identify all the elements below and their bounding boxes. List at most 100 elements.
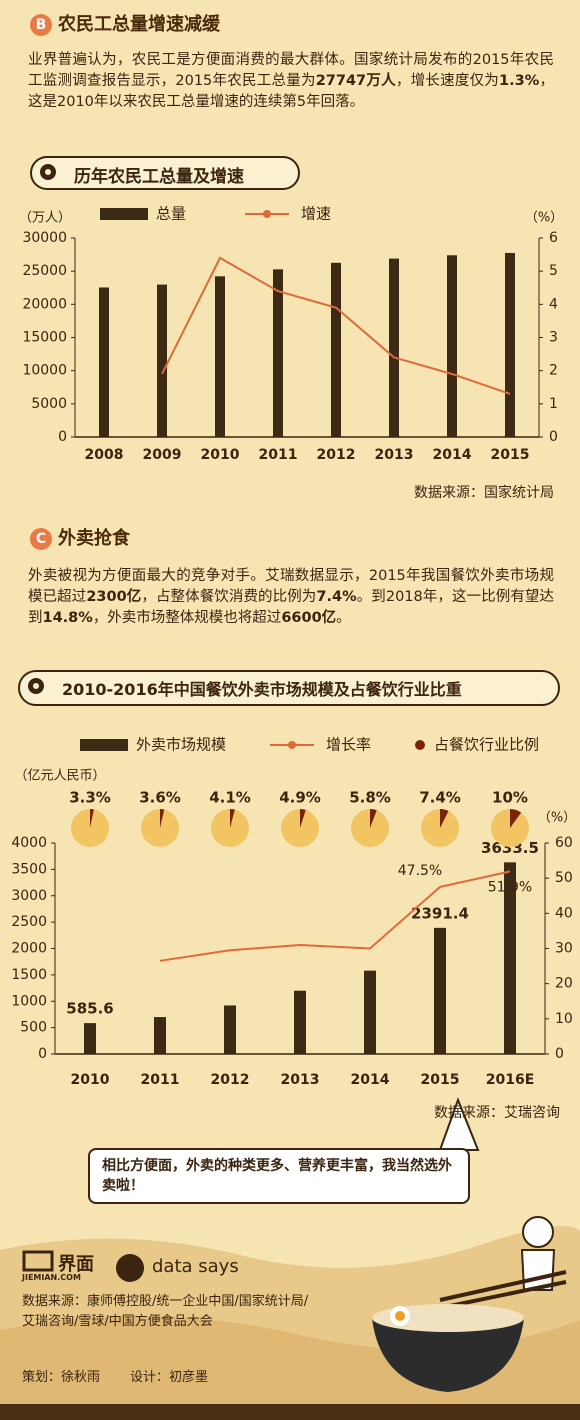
pie-label: 10% xyxy=(492,789,528,807)
section-header: B 农民工总量增速减缓 xyxy=(30,10,220,36)
x-tick-label: 2014 xyxy=(433,447,472,463)
x-tick-label: 2009 xyxy=(143,447,182,463)
pie-slice xyxy=(370,809,377,828)
legend-swatch xyxy=(100,208,148,220)
badge: B xyxy=(30,14,52,36)
x-tick-label: 2011 xyxy=(141,1072,180,1088)
pie-slice xyxy=(230,809,235,828)
charts: 0500010000150002000025000300000123456（万人… xyxy=(11,205,576,1122)
paragraph-run: 6600亿 xyxy=(281,610,337,626)
y2-tick-label: 40 xyxy=(555,905,573,921)
pie-slice xyxy=(90,809,94,828)
y-tick-label: 1000 xyxy=(11,993,47,1009)
bar xyxy=(215,276,225,437)
brand-mark xyxy=(116,1254,144,1282)
bar xyxy=(389,258,399,437)
y-tick-label: 500 xyxy=(20,1020,47,1036)
paragraph-run: 业界普遍认为，农民工是方便面消费的最大群体。国家统计局发布的2015年农民工监测… xyxy=(28,52,554,89)
bottom-bar xyxy=(0,1404,580,1420)
y2-axis-label: （%） xyxy=(538,811,576,826)
y2-tick-label: 30 xyxy=(555,941,573,957)
x-tick-label: 2015 xyxy=(421,1072,460,1088)
pie-label: 3.3% xyxy=(69,789,111,807)
paragraph-run: 14.8% xyxy=(42,610,93,626)
x-tick-label: 2011 xyxy=(259,447,298,463)
paragraph-run: 。到2018年，这一比例有望达到 xyxy=(28,589,555,626)
pie-label: 5.8% xyxy=(349,789,391,807)
legend-swatch xyxy=(415,740,425,750)
bar xyxy=(505,252,515,437)
bar xyxy=(364,970,376,1054)
paragraph-run: 27747万人 xyxy=(315,73,396,89)
data-label: 2391.4 xyxy=(411,904,469,922)
brand: data says xyxy=(152,1256,239,1277)
y2-tick-label: 6 xyxy=(549,230,558,246)
pie-slice xyxy=(440,809,449,828)
legend-label: 增长率 xyxy=(326,736,371,754)
paragraph: 业界普遍认为，农民工是方便面消费的最大群体。国家统计局发布的2015年农民工监测… xyxy=(28,50,554,113)
y2-tick-label: 20 xyxy=(555,976,573,992)
legend-swatch xyxy=(288,741,296,749)
logo: 界面 xyxy=(58,1254,94,1275)
paragraph-run: 。 xyxy=(336,610,351,626)
y-tick-label: 3000 xyxy=(11,888,47,904)
noodles xyxy=(372,1304,524,1332)
bar xyxy=(504,862,516,1054)
y2-tick-label: 4 xyxy=(549,296,558,312)
legend-label: 总量 xyxy=(156,205,186,223)
y-tick-label: 3500 xyxy=(11,861,47,877)
bar xyxy=(99,287,109,437)
bar xyxy=(447,255,457,437)
bar xyxy=(157,284,167,437)
designer: 设计：初彦墨 xyxy=(130,1370,209,1385)
y-tick-label: 5000 xyxy=(31,396,67,412)
section-header: C 外卖抢食 xyxy=(30,524,130,550)
y-tick-label: 0 xyxy=(58,429,67,445)
y2-tick-label: 5 xyxy=(549,263,558,279)
section-title: 农民工总量增速减缓 xyxy=(58,14,220,35)
data-label: 3633.5 xyxy=(481,839,539,857)
data-label: 51.9% xyxy=(488,879,532,895)
bar xyxy=(331,262,341,437)
y-tick-label: 1500 xyxy=(11,967,47,983)
badge: C xyxy=(30,528,52,550)
legend-swatch xyxy=(80,739,128,751)
y-tick-label: 0 xyxy=(38,1046,47,1062)
bar xyxy=(273,269,283,437)
legend-label: 外卖市场规模 xyxy=(136,736,226,754)
y-tick-label: 2000 xyxy=(11,941,47,957)
y-tick-label: 4000 xyxy=(11,835,47,851)
pie-label: 3.6% xyxy=(139,789,181,807)
pie-label: 7.4% xyxy=(419,789,461,807)
x-tick-label: 2008 xyxy=(85,447,124,463)
y-tick-label: 2500 xyxy=(11,914,47,930)
pie-slice xyxy=(510,809,522,828)
x-tick-label: 2013 xyxy=(375,447,414,463)
paragraph-run: 2300亿 xyxy=(86,589,142,605)
source: 数据来源：康师傅控股/统一企业中国/国家统计局/艾瑞咨询/雪球/中国方便食品大会 xyxy=(22,1294,309,1329)
y2-tick-label: 50 xyxy=(555,870,573,886)
bar xyxy=(434,927,446,1054)
data-label: 47.5% xyxy=(398,863,442,879)
pie-label: 4.1% xyxy=(209,789,251,807)
x-tick-label: 2016E xyxy=(486,1072,535,1088)
x-tick-label: 2013 xyxy=(281,1072,320,1088)
paragraph-run: ，增长速度仅为 xyxy=(395,73,500,89)
speech-bubble: 相比方便面，外卖的种类更多、营养更丰富，我当然选外卖啦！ xyxy=(88,1148,470,1204)
chart-title: 历年农民工总量及增速 xyxy=(30,156,300,190)
y2-tick-label: 60 xyxy=(555,835,573,851)
chart-title: 2010-2016年中国餐饮外卖市场规模及占餐饮行业比重 xyxy=(18,670,560,706)
x-tick-label: 2015 xyxy=(491,447,530,463)
logo-url: JIEMIAN.COM xyxy=(22,1273,81,1282)
source: 数据来源：艾瑞咨询 xyxy=(434,1105,560,1121)
bar xyxy=(154,1017,166,1054)
y2-tick-label: 0 xyxy=(555,1046,564,1062)
y2-tick-label: 2 xyxy=(549,363,558,379)
y-tick-label: 25000 xyxy=(22,263,67,279)
y-tick-label: 10000 xyxy=(22,363,67,379)
y2-tick-label: 10 xyxy=(555,1011,573,1027)
bar xyxy=(84,1023,96,1054)
paragraph-run: ，外卖市场整体规模也将超过 xyxy=(92,610,282,626)
